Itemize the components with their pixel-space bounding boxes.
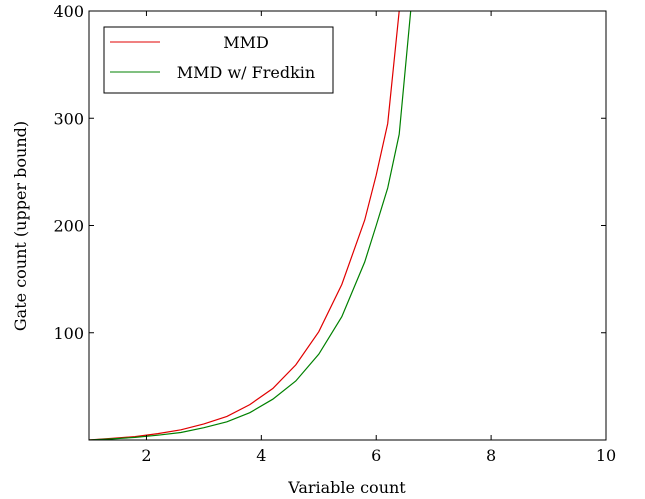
legend-box: [103, 26, 334, 94]
x-tick-label: 2: [141, 446, 151, 465]
x-tick-label: 4: [256, 446, 266, 465]
plot-frame: [88, 10, 607, 441]
x-tick-label: 10: [596, 446, 616, 465]
y-tick-label: 200: [53, 217, 84, 236]
y-tick-label: 100: [53, 324, 84, 343]
y-axis-label: Gate count (upper bound): [11, 121, 30, 331]
y-tick-label: 300: [53, 109, 84, 128]
legend-label-mmd-fredkin: MMD w/ Fredkin: [177, 63, 315, 82]
legend: MMD MMD w/ Fredkin: [103, 26, 334, 94]
series-line-1: [89, 11, 412, 440]
ticks-layer: 2 4 6 8 10 100 200 300 400: [53, 2, 616, 465]
y-tick-label: 400: [53, 2, 84, 21]
x-tick-label: 6: [371, 446, 381, 465]
legend-label-mmd: MMD: [223, 33, 269, 52]
x-tick-label: 8: [486, 446, 496, 465]
x-axis-label: Variable count: [287, 478, 406, 497]
